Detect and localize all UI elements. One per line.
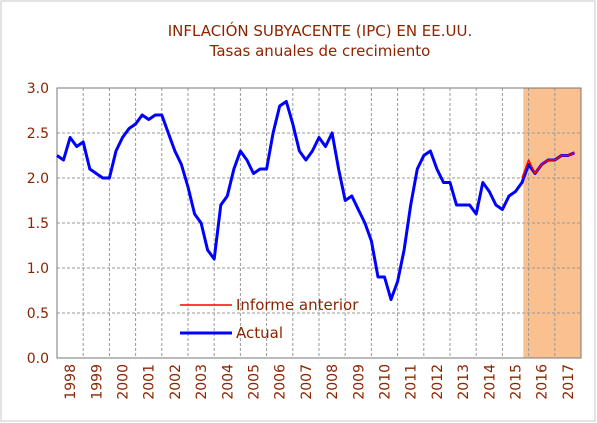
legend-label: Informe anterior [236, 296, 359, 314]
y-tick-label: 0.0 [27, 351, 49, 367]
series-line [56, 100, 576, 301]
y-tick-label: 1.5 [27, 216, 49, 232]
y-tick-label: 2.5 [27, 126, 49, 142]
x-tick-label: 2002 [168, 364, 184, 400]
x-tick-label: 2012 [430, 364, 446, 400]
x-tick-label: 2015 [509, 364, 525, 400]
x-tick-label: 2003 [194, 364, 210, 400]
x-tick-label: 2016 [535, 364, 551, 400]
x-tick-label: 2009 [351, 364, 367, 400]
x-tick-label: 2006 [273, 364, 289, 400]
x-tick-label: 2014 [482, 364, 498, 400]
plot-border [56, 87, 582, 359]
x-tick-label: 2005 [247, 364, 263, 400]
x-tick-label: 2007 [299, 364, 315, 400]
chart-title: INFLACIÓN SUBYACENTE (IPC) EN EE.UU. [168, 21, 473, 40]
x-tick-label: 2013 [456, 364, 472, 400]
x-tick-label: 1999 [89, 364, 105, 400]
y-tick-label: 1.0 [27, 261, 49, 277]
y-tick-label: 0.5 [27, 306, 49, 322]
x-tick-label: 2017 [561, 364, 577, 400]
legend-label: Actual [236, 324, 283, 342]
chart-subtitle: Tasas anuales de crecimiento [209, 42, 431, 60]
x-tick-label: 2001 [142, 364, 158, 400]
x-tick-label: 1998 [63, 364, 79, 400]
x-tick-label: 2008 [325, 364, 341, 400]
x-tick-label: 2011 [404, 364, 420, 400]
x-tick-label: 2004 [220, 364, 236, 400]
x-tick-label: 2000 [116, 364, 132, 400]
y-tick-label: 3.0 [27, 81, 49, 97]
x-tick-label: 2010 [378, 364, 394, 400]
y-tick-label: 2.0 [27, 171, 49, 187]
series-line [521, 152, 575, 179]
